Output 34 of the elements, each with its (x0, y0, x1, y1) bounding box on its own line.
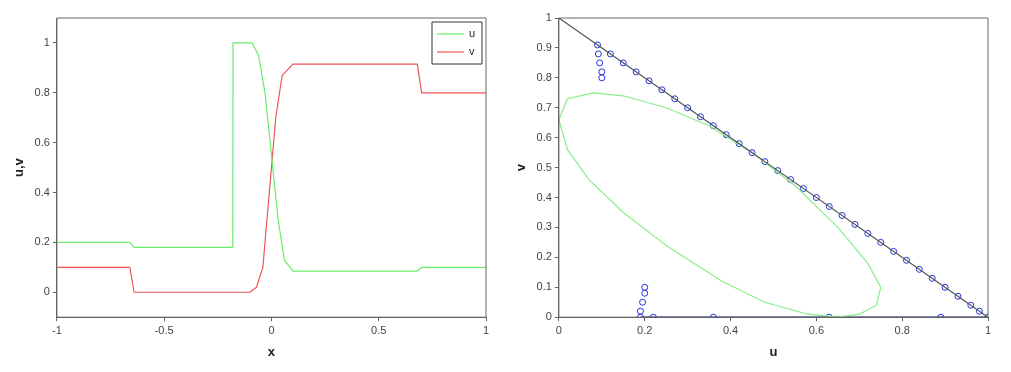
x-tick-label: 0.6 (808, 323, 825, 336)
legend-label: u (469, 27, 476, 40)
y-tick-label: 0.1 (536, 280, 552, 293)
y-tick-label: 0.4 (34, 185, 50, 198)
y-tick-label: 0 (545, 310, 552, 323)
y-tick-label: 0.2 (34, 235, 50, 248)
x-tick-label: 0.8 (894, 323, 910, 336)
x-axis-title: x (267, 343, 276, 359)
y-tick-label: 0.5 (536, 160, 552, 173)
x-axis-title: u (769, 343, 778, 359)
y-tick-label: 0.4 (536, 190, 552, 203)
x-tick-label: 1 (482, 323, 490, 336)
legend-label: v (469, 45, 475, 58)
x-tick-label: 0 (555, 323, 562, 336)
y-axis-title: u,v (11, 157, 27, 177)
x-tick-label: 0.2 (637, 323, 653, 336)
y-tick-label: 0.8 (34, 85, 50, 98)
y-tick-label: 0.3 (536, 220, 552, 233)
x-tick-label: -0.5 (154, 323, 174, 336)
y-tick-label: 0.8 (536, 70, 552, 83)
y-tick-label: 0.9 (536, 40, 552, 53)
x-tick-label: 0 (268, 323, 275, 336)
x-tick-label: 0.5 (371, 323, 387, 336)
x-tick-label: 0.4 (722, 323, 739, 336)
y-tick-label: 0.6 (536, 130, 552, 143)
y-tick-label: 0.6 (34, 135, 50, 148)
y-tick-label: 0 (43, 285, 50, 298)
y-tick-label: 0.2 (536, 250, 552, 263)
y-tick-label: 0.7 (536, 100, 552, 113)
y-tick-label: 1 (43, 35, 50, 48)
x-tick-label: 1 (984, 323, 992, 336)
y-axis-title: v (513, 163, 529, 172)
y-tick-label: 1 (545, 11, 552, 24)
x-tick-label: -1 (52, 323, 62, 336)
